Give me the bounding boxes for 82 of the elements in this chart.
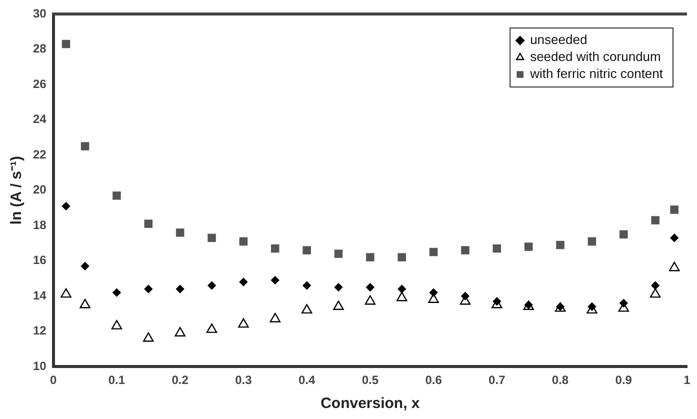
- point: [270, 244, 280, 253]
- legend-label: seeded with corundum: [530, 49, 661, 64]
- point: [620, 299, 628, 308]
- y-tick-label: 10: [32, 358, 47, 373]
- point: [60, 288, 72, 298]
- point: [588, 237, 596, 246]
- point: [461, 292, 470, 300]
- point: [143, 332, 154, 342]
- point: [80, 262, 90, 270]
- point: [334, 250, 343, 258]
- x-tick-label: 0.5: [362, 373, 379, 388]
- point: [270, 312, 280, 322]
- point: [302, 246, 311, 254]
- y-tick-label: 18: [32, 218, 47, 232]
- y-tick-label: 22: [32, 147, 47, 162]
- point: [651, 216, 660, 224]
- point: [302, 281, 311, 290]
- point: [588, 302, 596, 311]
- x-tick-label: 0.6: [425, 373, 442, 388]
- y-axis-title: ln (A / s⁻¹): [8, 156, 26, 225]
- point: [174, 327, 186, 336]
- point: [429, 288, 438, 297]
- x-tick-label: 0.7: [488, 373, 506, 388]
- point: [144, 284, 152, 294]
- x-tick-label: 0.8: [552, 373, 569, 388]
- y-tick-label: 14: [32, 288, 47, 302]
- point: [112, 288, 121, 297]
- point: [238, 318, 249, 328]
- point: [492, 297, 502, 306]
- y-tick-label: 12: [32, 324, 47, 338]
- x-tick-label: 0.1: [108, 373, 126, 388]
- point: [334, 283, 343, 292]
- point: [366, 253, 374, 262]
- y-tick-label: 26: [32, 76, 47, 91]
- point: [333, 300, 344, 310]
- point: [271, 276, 280, 284]
- point: [144, 220, 153, 228]
- legend-label: unseeded: [530, 32, 588, 48]
- point: [524, 242, 533, 251]
- y-tick-label: 30: [32, 6, 47, 20]
- point: [208, 234, 216, 242]
- point: [429, 248, 438, 256]
- point: [176, 284, 184, 294]
- point: [62, 202, 70, 210]
- point: [670, 234, 678, 242]
- y-tick-label: 16: [32, 253, 47, 268]
- point: [396, 292, 408, 302]
- point: [398, 284, 406, 294]
- point: [492, 244, 502, 253]
- point: [62, 40, 70, 48]
- point: [239, 237, 248, 246]
- point: [461, 246, 470, 254]
- y-tick-label: 20: [32, 182, 47, 197]
- point: [208, 281, 216, 290]
- point: [364, 295, 376, 305]
- point: [206, 323, 218, 333]
- x-tick-label: 0: [50, 373, 58, 388]
- point: [301, 304, 312, 314]
- x-axis-title: Conversion, x: [320, 395, 420, 412]
- x-tick-label: 0.4: [298, 373, 316, 388]
- point: [428, 294, 439, 303]
- y-tick-label: 24: [32, 112, 47, 126]
- point: [398, 253, 406, 262]
- point: [650, 288, 661, 298]
- point: [112, 191, 121, 200]
- point: [668, 262, 680, 272]
- point: [80, 298, 90, 308]
- point: [620, 230, 628, 239]
- y-tick-label: 28: [32, 42, 47, 56]
- point: [111, 320, 122, 330]
- point: [670, 206, 678, 214]
- x-tick-label: 1: [684, 373, 691, 388]
- point: [239, 278, 248, 286]
- x-tick-label: 0.9: [615, 373, 632, 388]
- legend-label: with ferric nitric content: [529, 66, 664, 82]
- point: [366, 283, 374, 292]
- x-tick-label: 0.2: [172, 373, 189, 388]
- point: [176, 228, 184, 237]
- point: [556, 240, 564, 250]
- point: [651, 281, 660, 290]
- x-tick-label: 0.3: [235, 373, 252, 388]
- point: [80, 142, 90, 150]
